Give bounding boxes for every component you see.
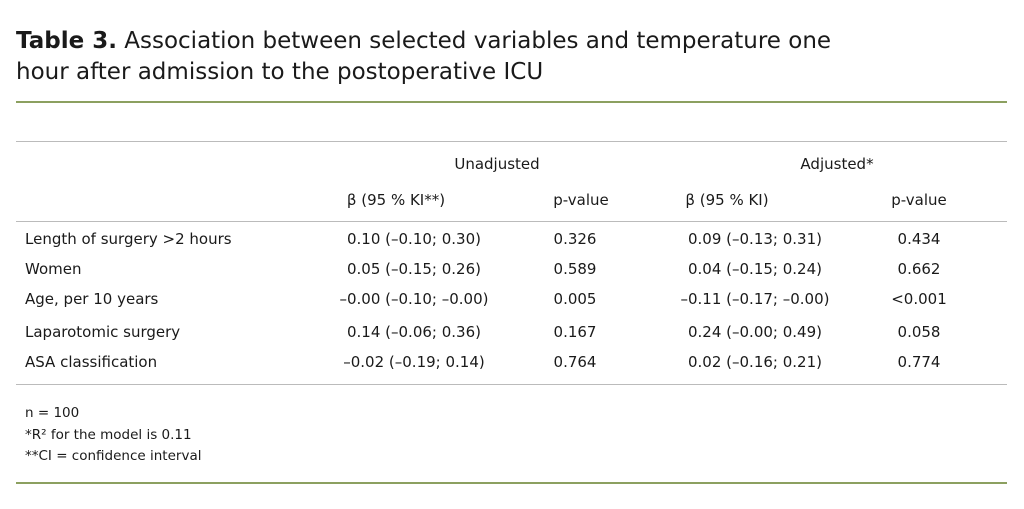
cell: 0.24 (–0.00; 0.49) [688,323,822,341]
footnote: **CI = confidence interval [25,448,202,464]
caption-text: Association between selected variables a… [16,28,832,85]
cell: 0.774 [897,353,941,371]
cell: –0.11 (–0.17; –0.00) [680,290,830,308]
rule [16,141,1007,142]
cell: 0.04 (–0.15; 0.24) [688,260,822,278]
rule [16,101,1007,103]
cell: 0.02 (–0.16; 0.21) [688,353,822,371]
column-header: β (95 % KI**) [346,191,446,209]
cell: 0.434 [897,230,941,248]
cell: 0.167 [553,323,597,341]
cell: 0.10 (–0.10; 0.30) [347,230,481,248]
rule [16,384,1007,385]
caption-label: Table 3. [16,28,117,54]
column-header: β (95 % KI) [685,191,769,209]
row-label: ASA classification [25,353,158,371]
rule [16,482,1007,484]
cell: 0.058 [897,323,941,341]
cell: <0.001 [891,290,947,308]
row-label: Laparotomic surgery [25,323,181,341]
cell: 0.326 [553,230,597,248]
footnote: n = 100 [25,405,80,421]
row-label: Age, per 10 years [25,290,159,308]
cell: 0.662 [897,260,941,278]
cell: 0.589 [553,260,597,278]
caption: Table 3. Association between selected va… [16,26,876,88]
group-header: Adjusted* [800,155,874,173]
cell: 0.764 [553,353,597,371]
cell: –0.02 (–0.19; 0.14) [343,353,485,371]
column-header: p-value [553,191,609,209]
group-header: Unadjusted [454,155,540,173]
cell: 0.05 (–0.15; 0.26) [347,260,481,278]
cell: –0.00 (–0.10; –0.00) [339,290,489,308]
rule [16,221,1007,222]
cell: 0.09 (–0.13; 0.31) [688,230,822,248]
column-header: p-value [891,191,947,209]
cell: 0.14 (–0.06; 0.36) [347,323,481,341]
cell: 0.005 [553,290,597,308]
row-label: Women [25,260,82,278]
footnote: *R² for the model is 0.11 [25,427,192,443]
row-label: Length of surgery >2 hours [25,230,232,248]
